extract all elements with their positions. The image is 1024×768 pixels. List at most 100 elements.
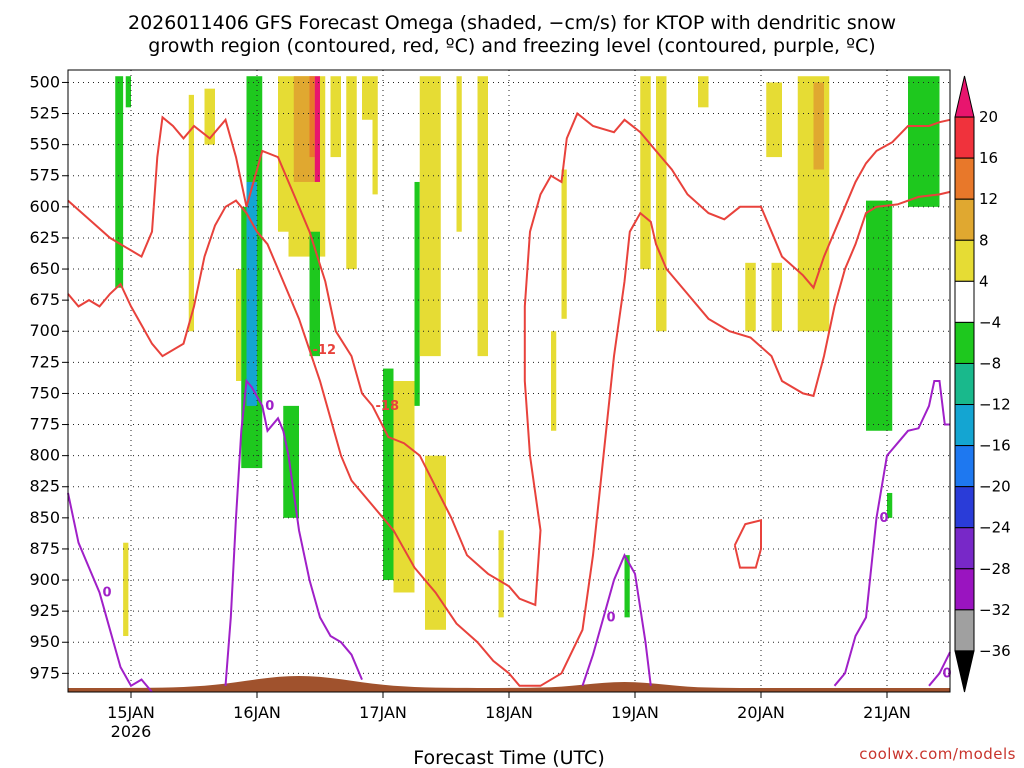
omega-cell-36 xyxy=(771,262,782,332)
x-tick-label-162: 21JAN xyxy=(863,703,911,722)
omega-cell-34 xyxy=(745,262,756,332)
omega-cell-3 xyxy=(188,94,194,332)
x-tick-sublabel-18: 2026 xyxy=(111,722,152,741)
omega-cell-29 xyxy=(561,169,567,319)
y-tick-label-825: 825 xyxy=(29,477,60,496)
x-tick-label-114: 19JAN xyxy=(611,703,659,722)
contour-freezing-5 xyxy=(833,380,950,687)
terrain-fill xyxy=(68,676,950,692)
omega-cell-33 xyxy=(698,76,709,108)
y-tick-label-500: 500 xyxy=(29,72,60,91)
omega-cell-4 xyxy=(204,88,215,145)
omega-cell-14 xyxy=(283,405,299,518)
omega-cell-1 xyxy=(125,76,131,108)
colorbar-label-7: −12 xyxy=(979,396,1011,414)
omega-cell-25 xyxy=(456,76,462,232)
x-tick-label-90: 18JAN xyxy=(485,703,533,722)
colorbar-label-0: 20 xyxy=(979,108,998,126)
colorbar-label-6: −8 xyxy=(979,354,1001,372)
colorbar: 20 16 12 8 4 −4 −8 −12 −16 −20 −24 −28 −32 −36 xyxy=(954,75,1011,693)
contour-label-5: 0 xyxy=(880,511,889,526)
contour-label-1: -12 xyxy=(313,343,337,358)
contour-dgz-1 xyxy=(67,190,951,687)
y-tick-label-775: 775 xyxy=(29,415,60,434)
contour-freezing-3 xyxy=(224,378,363,686)
colorbar-swatch-13 xyxy=(954,609,975,652)
omega-cell-30 xyxy=(624,555,630,618)
omega-cell-23 xyxy=(414,181,420,406)
colorbar-label-4: 4 xyxy=(979,272,989,290)
terrain xyxy=(68,676,950,692)
omega-cell-32 xyxy=(640,76,651,270)
chart-title-line-1: 2026011406 GFS Forecast Omega (shaded, −… xyxy=(128,12,896,34)
colorbar-swatch-1 xyxy=(954,116,975,159)
omega-cell-20 xyxy=(383,368,394,581)
omega-cell-0 xyxy=(115,76,124,288)
omega-cell-28 xyxy=(551,331,557,431)
omega-cell-12 xyxy=(309,76,315,158)
y-tick-label-975: 975 xyxy=(29,663,60,682)
omega-cell-17 xyxy=(346,76,357,270)
y-tick-label-575: 575 xyxy=(29,166,60,185)
x-axis-title: Forecast Time (UTC) xyxy=(413,747,604,768)
colorbar-swatch-8 xyxy=(954,404,975,447)
omega-cell-27 xyxy=(498,530,504,618)
omega-cell-41 xyxy=(887,492,893,518)
y-tick-label-750: 750 xyxy=(29,383,60,402)
omega-cell-8 xyxy=(246,181,257,406)
colorbar-label-10: −24 xyxy=(979,519,1011,537)
colorbar-label-8: −16 xyxy=(979,437,1011,455)
colorbar-swatch-5 xyxy=(954,280,975,323)
y-tick-label-625: 625 xyxy=(29,228,60,247)
x-tick-label-138: 20JAN xyxy=(737,703,785,722)
y-tick-label-525: 525 xyxy=(29,104,60,123)
omega-cell-2 xyxy=(123,542,129,637)
omega-cell-15 xyxy=(309,231,320,357)
omega-cell-18 xyxy=(362,76,373,120)
y-tick-label-725: 725 xyxy=(29,352,60,371)
x-tick-label-18: 15JAN xyxy=(107,703,155,722)
contour-dgz-0 xyxy=(67,111,951,607)
colorbar-swatch-9 xyxy=(954,445,975,488)
omega-cell-35 xyxy=(766,82,782,158)
colorbar-swatch-2 xyxy=(954,157,975,200)
chart-title: 2026011406 GFS Forecast Omega (shaded, −… xyxy=(128,12,896,57)
colorbar-label-1: 16 xyxy=(979,149,998,167)
colorbar-label-9: −20 xyxy=(979,478,1011,496)
omega-cell-19 xyxy=(372,76,378,195)
omega-cell-26 xyxy=(477,76,488,357)
y-tick-label-875: 875 xyxy=(29,539,60,558)
omega-cell-24 xyxy=(419,76,441,357)
omega-cell-31 xyxy=(656,76,667,332)
y-tick-label-675: 675 xyxy=(29,290,60,309)
contour-label-3: 0 xyxy=(265,399,274,414)
y-tick-label-650: 650 xyxy=(29,259,60,278)
colorbar-swatch-3 xyxy=(954,198,975,241)
y-tick-label-925: 925 xyxy=(29,601,60,620)
omega-cell-16 xyxy=(330,76,341,158)
colorbar-label-11: −28 xyxy=(979,560,1011,578)
contour-freezing-6 xyxy=(928,651,951,687)
colorbar-swatch-12 xyxy=(954,568,975,611)
omega-cell-39 xyxy=(866,200,893,431)
omega-cell-5 xyxy=(236,269,242,381)
y-tick-label-950: 950 xyxy=(29,632,60,651)
colorbar-swatch-7 xyxy=(954,362,975,406)
y-tick-label-800: 800 xyxy=(29,446,60,465)
contour-label-4: 0 xyxy=(607,610,616,625)
colorbar-label-2: 12 xyxy=(979,190,998,208)
colorbar-cap-top xyxy=(954,75,975,118)
y-tick-label-850: 850 xyxy=(29,508,60,527)
colorbar-label-13: −36 xyxy=(979,642,1011,660)
contour-label-0: -18 xyxy=(376,399,400,414)
colorbar-swatch-11 xyxy=(954,527,975,570)
omega-cell-38 xyxy=(813,82,824,170)
contour-label-2: 0 xyxy=(103,585,112,600)
colorbar-label-5: −4 xyxy=(979,313,1001,331)
omega-shading xyxy=(115,76,940,637)
credit-text: coolwx.com/models xyxy=(859,745,1016,763)
y-tick-label-900: 900 xyxy=(29,570,60,589)
contour-freezing-4 xyxy=(581,552,652,687)
colorbar-swatch-10 xyxy=(954,486,975,529)
